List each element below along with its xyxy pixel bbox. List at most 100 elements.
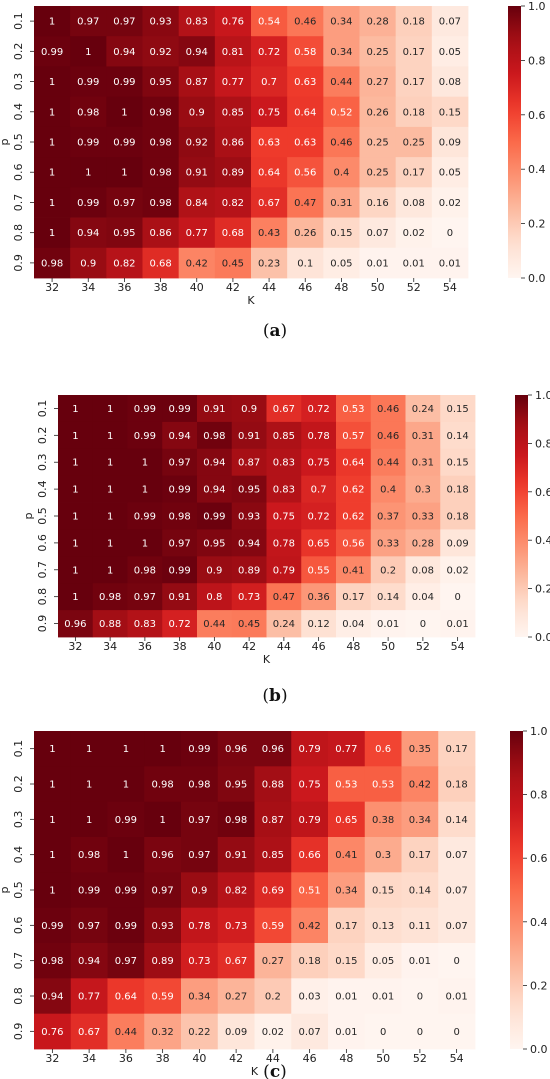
cell-value-label: 0.01 [372,992,394,1003]
heatmap-cell [217,872,255,909]
cell-value-label: 0.99 [78,886,100,897]
cell-value-label: 0.97 [168,458,190,469]
cell-value-label: 0.63 [258,138,280,149]
cell-value-label: 0.63 [294,77,316,88]
cell-value-label: 0.27 [366,77,388,88]
cell-value-label: 1 [49,138,55,149]
x-tick-label: 34 [82,1052,96,1065]
heatmap-cell [440,502,476,530]
heatmap-cell [251,126,288,158]
heatmap-cell [34,96,71,128]
heatmap-cell [359,157,397,188]
heatmap-cell [287,217,324,249]
cell-value-label: 0.01 [409,956,431,967]
heatmap-cell [359,66,397,98]
cell-value-label: 0.22 [188,1027,210,1038]
heatmap-cell [364,731,402,767]
cell-value-label: 0.9 [80,258,96,269]
cell-value-label: 0.93 [149,17,171,28]
cell-value-label: 0.42 [298,921,320,932]
colorbar-tick-label: 0.2 [535,583,550,596]
heatmap-cell [291,801,329,838]
cell-value-label: 0 [454,592,460,603]
cell-value-label: 0.17 [403,77,425,88]
heatmap-cell [106,187,143,218]
heatmap-cell [359,126,397,158]
x-tick-label: 42 [229,1052,243,1065]
y-tick-label: 0.2 [12,43,25,61]
cell-value-label: 1 [123,850,129,861]
cell-value-label: 0.64 [258,168,280,179]
cell-value-label: 0.97 [78,921,100,932]
cell-value-label: 0.03 [298,992,320,1003]
heatmap-cell [438,766,476,803]
cell-value-label: 0.72 [258,47,280,58]
heatmap-cell [440,475,476,503]
cell-value-label: 0.67 [225,956,247,967]
heatmap-cell [58,610,94,638]
cell-value-label: 1 [107,431,113,442]
cell-value-label: 0.96 [151,850,173,861]
y-tick-label: 0.1 [12,740,25,758]
cell-value-label: 0.72 [307,404,329,415]
heatmap-cell [197,448,233,477]
heatmap-cell [405,448,441,477]
heatmap-cell [431,66,469,98]
cell-value-label: 0.17 [335,921,357,932]
cell-value-label: 0.98 [77,107,99,118]
y-axis-label: p [0,886,11,893]
cell-value-label: 1 [49,744,55,755]
x-tick-label: 34 [81,281,95,294]
cell-value-label: 0.13 [372,921,394,932]
heatmap-cell [107,978,145,1015]
heatmap-cell [336,556,372,584]
cell-value-label: 0.99 [41,921,63,932]
cell-value-label: 0.27 [262,956,284,967]
heatmap-cell [359,187,397,218]
panel-caption-letter: a [269,321,280,341]
heatmap-cell [405,421,441,450]
heatmap-cell [162,502,198,530]
heatmap-cell [287,96,324,128]
cell-value-label: 0.52 [330,107,352,118]
y-tick-label: 0.9 [12,1023,25,1041]
cell-value-label: 0.98 [188,780,210,791]
cell-value-label: 0.04 [412,592,434,603]
cell-value-label: 0.83 [134,619,156,630]
cell-value-label: 0.9 [241,404,257,415]
cell-value-label: 1 [142,485,148,496]
heatmap-cell [144,872,182,909]
cell-value-label: 0 [453,956,459,967]
heatmap-cell [92,529,128,557]
heatmap-cell [162,556,198,584]
cell-value-label: 0.33 [377,538,399,549]
heatmap-cell [70,1013,108,1050]
cell-value-label: 0.77 [78,992,100,1003]
heatmap-cell [214,36,252,67]
cell-value-label: 0.31 [412,458,434,469]
heatmap-cell [127,448,163,477]
heatmap-cell [440,395,476,423]
heatmap-cell [106,66,143,98]
cell-value-label: 0.84 [186,198,208,209]
cell-value-label: 0.18 [446,512,468,523]
heatmap-cell [395,126,433,158]
cell-value-label: 0.99 [134,431,156,442]
heatmap-cell [328,837,366,873]
cell-value-label: 0.2 [380,565,396,576]
heatmap-cell [70,837,108,873]
cell-value-label: 0.01 [335,1027,357,1038]
heatmap-cell [370,583,406,611]
cell-value-label: 0.44 [330,77,352,88]
cell-value-label: 0.79 [298,815,320,826]
cell-value-label: 1 [49,850,55,861]
heatmap-cell [162,395,198,423]
heatmap-cell [370,529,406,557]
heatmap-cell [70,187,107,218]
cell-value-label: 0.15 [446,404,468,415]
heatmap-cell [266,502,302,530]
heatmap-cell [287,6,324,37]
cell-value-label: 0.75 [298,780,320,791]
cell-value-label: 0.99 [134,404,156,415]
heatmap-cell [106,36,143,67]
